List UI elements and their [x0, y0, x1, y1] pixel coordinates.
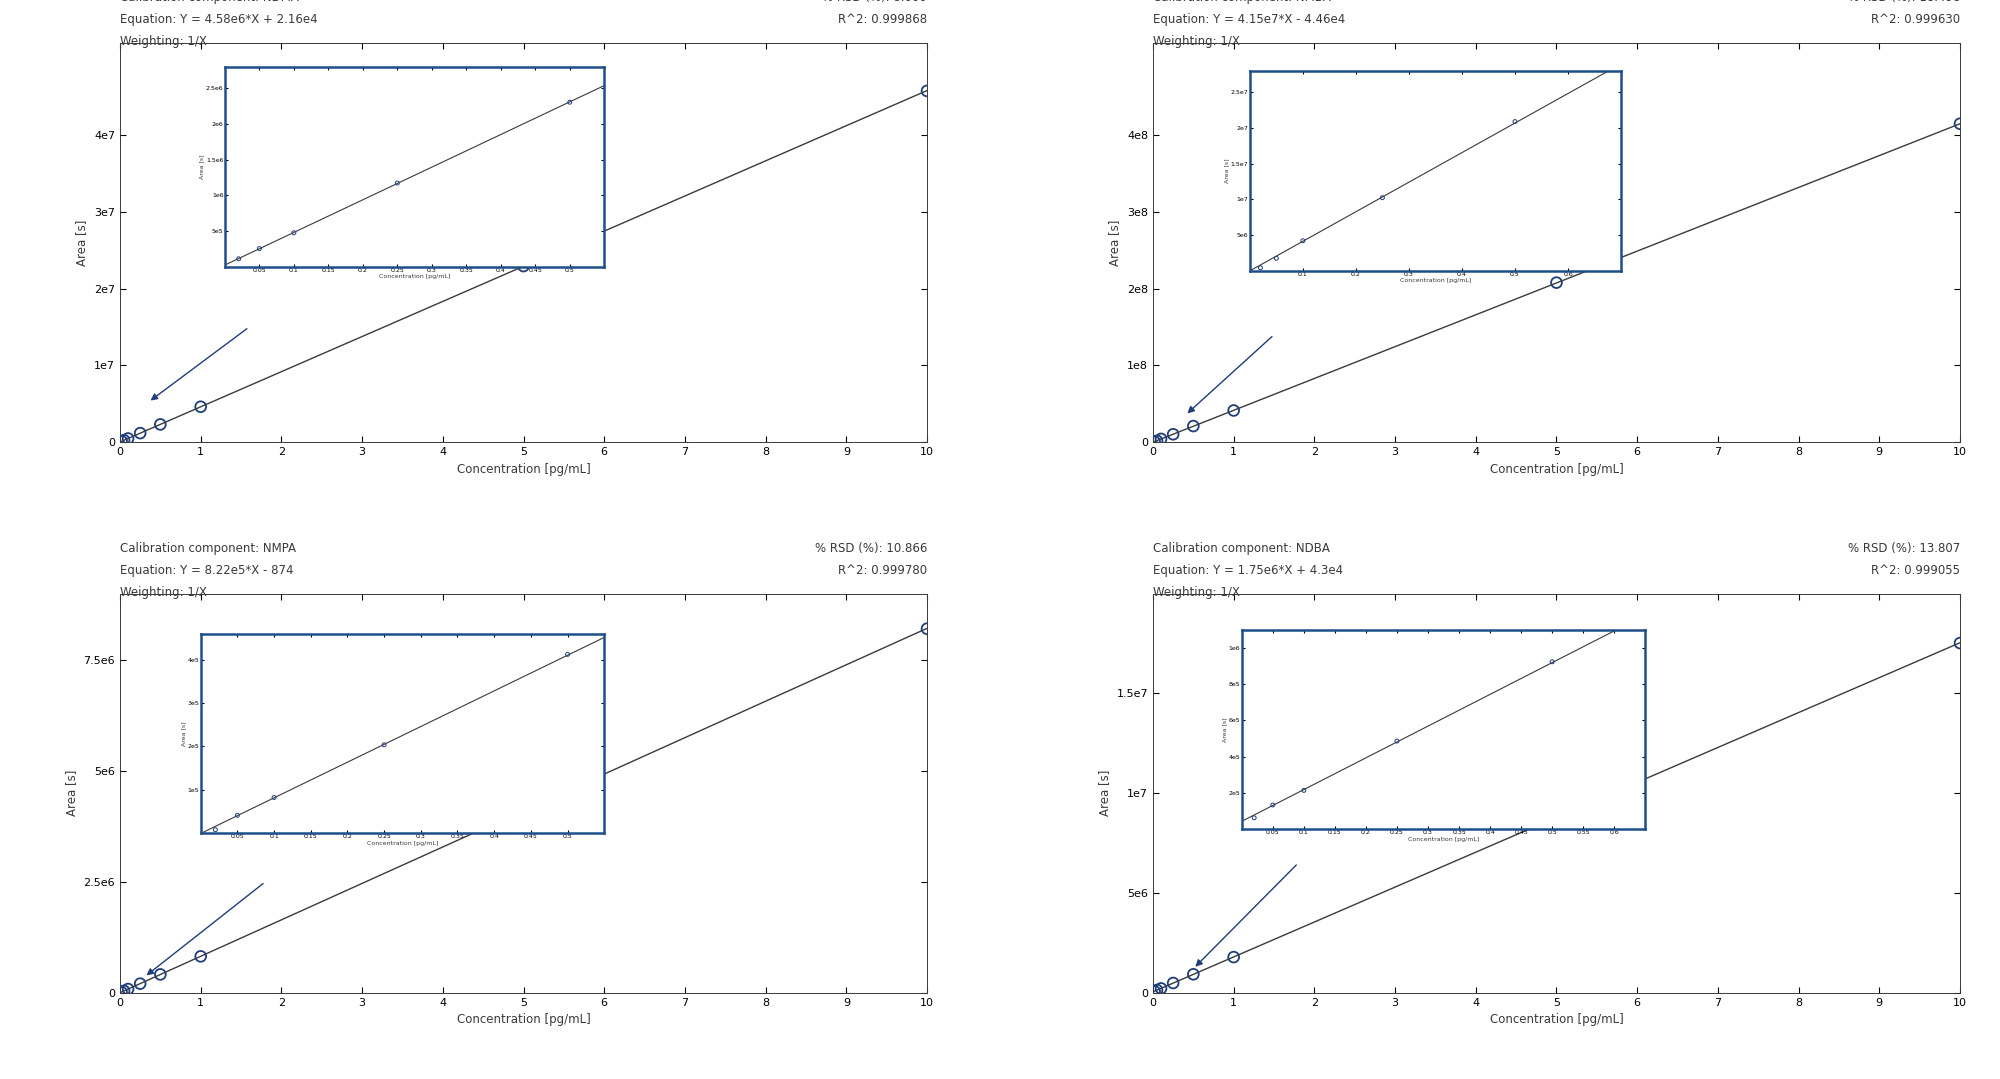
X-axis label: Concentration [pg/mL]: Concentration [pg/mL] [456, 463, 590, 476]
Text: R^2: 0.999780: R^2: 0.999780 [838, 564, 928, 577]
Text: R^2: 0.999868: R^2: 0.999868 [838, 13, 928, 26]
Text: % RSD (%): 8.000: % RSD (%): 8.000 [822, 0, 928, 4]
Point [1944, 115, 1976, 133]
Text: Equation: Y = 4.58e6*X + 2.16e4: Equation: Y = 4.58e6*X + 2.16e4 [120, 13, 318, 26]
Text: % RSD (%): 10.866: % RSD (%): 10.866 [814, 542, 928, 555]
Text: % RSD (%): 13.807: % RSD (%): 13.807 [1848, 542, 1960, 555]
Y-axis label: Area [s]: Area [s] [64, 770, 78, 817]
Point [912, 82, 944, 99]
Point [1218, 401, 1250, 419]
Point [1138, 983, 1170, 1000]
Point [1142, 982, 1174, 999]
Point [106, 984, 138, 1001]
Point [508, 802, 540, 819]
Text: Weighting: 1/X: Weighting: 1/X [1152, 36, 1240, 49]
Text: Calibration component: NMPA: Calibration component: NMPA [120, 542, 296, 555]
Point [112, 981, 144, 998]
Point [1540, 274, 1572, 291]
Text: Weighting: 1/X: Weighting: 1/X [120, 586, 206, 599]
Point [184, 947, 216, 965]
Point [1944, 634, 1976, 652]
Point [108, 982, 140, 999]
Text: Equation: Y = 1.75e6*X + 4.3e4: Equation: Y = 1.75e6*X + 4.3e4 [1152, 564, 1344, 577]
Text: Calibration component: NDBA: Calibration component: NDBA [1152, 542, 1330, 555]
Point [108, 432, 140, 449]
Y-axis label: Area [s]: Area [s] [1108, 219, 1122, 265]
Text: Weighting: 1/X: Weighting: 1/X [120, 36, 206, 49]
Point [912, 620, 944, 638]
Point [1142, 433, 1174, 450]
Text: Weighting: 1/X: Weighting: 1/X [1152, 586, 1240, 599]
Text: Equation: Y = 4.15e7*X - 4.46e4: Equation: Y = 4.15e7*X - 4.46e4 [1152, 13, 1346, 26]
Text: R^2: 0.999630: R^2: 0.999630 [1870, 13, 1960, 26]
Point [1178, 418, 1210, 435]
Point [124, 424, 156, 441]
X-axis label: Concentration [pg/mL]: Concentration [pg/mL] [1490, 1013, 1624, 1026]
Text: % RSD (%): 18.498: % RSD (%): 18.498 [1848, 0, 1960, 4]
Point [124, 975, 156, 993]
Point [112, 429, 144, 447]
Point [1540, 808, 1572, 825]
Point [1146, 980, 1178, 997]
Point [1178, 966, 1210, 983]
Point [508, 258, 540, 275]
Y-axis label: Area [s]: Area [s] [76, 219, 88, 265]
Text: Equation: Y = 8.22e5*X - 874: Equation: Y = 8.22e5*X - 874 [120, 564, 294, 577]
Point [184, 398, 216, 415]
Point [1158, 425, 1190, 442]
Point [1138, 433, 1170, 450]
Point [1158, 974, 1190, 992]
X-axis label: Concentration [pg/mL]: Concentration [pg/mL] [456, 1013, 590, 1026]
Text: Calibration component: NDMA: Calibration component: NDMA [120, 0, 298, 4]
X-axis label: Concentration [pg/mL]: Concentration [pg/mL] [1490, 463, 1624, 476]
Point [144, 966, 176, 983]
Point [144, 415, 176, 433]
Text: R^2: 0.999055: R^2: 0.999055 [1870, 564, 1960, 577]
Point [106, 433, 138, 450]
Y-axis label: Area [s]: Area [s] [1098, 770, 1110, 817]
Text: Calibration component: NMBA: Calibration component: NMBA [1152, 0, 1330, 4]
Point [1146, 431, 1178, 448]
Point [1218, 948, 1250, 966]
